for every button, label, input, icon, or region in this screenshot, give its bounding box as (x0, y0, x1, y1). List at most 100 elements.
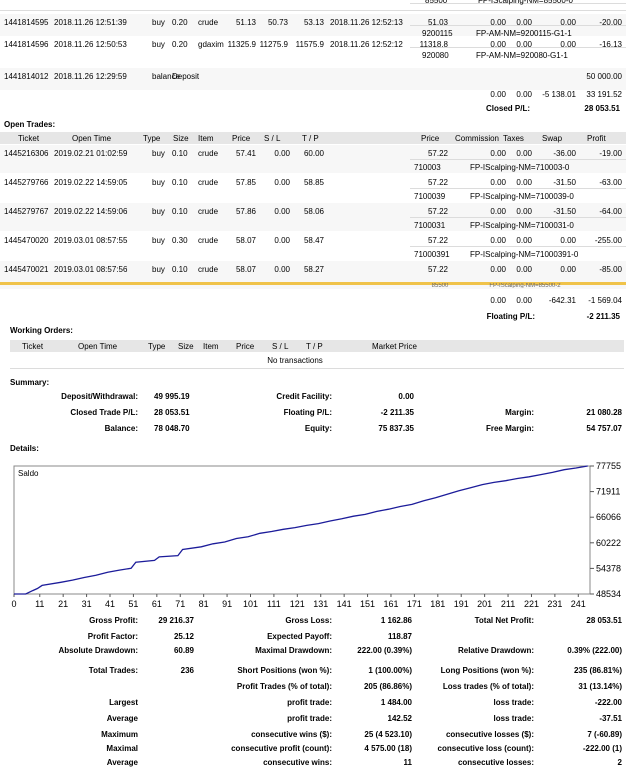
row-size: 0.10 (172, 178, 188, 187)
closed-pl-value: 28 053.51 (584, 104, 620, 113)
table-row: 1445279767 2019.02.22 14:59:06 buy 0.10 crud… (0, 203, 626, 231)
plot-area (13, 465, 591, 595)
stat-largest-profit-label: profit trade: (287, 698, 332, 707)
wo-col-tp: T / P (306, 342, 323, 351)
row-comment2: FP-AM-NM=920080-G1-1 (476, 51, 568, 60)
stat-cons-profit-label: consecutive profit (count): (231, 744, 332, 753)
row-ticket: 1441814012 (4, 72, 49, 81)
stat-largest-loss-label: loss trade: (493, 698, 534, 707)
row-item: crude (198, 178, 219, 187)
summary-title: Summary: (10, 378, 50, 387)
x-tick-label: 231 (547, 599, 562, 608)
wo-col-market: Market Price (372, 342, 417, 351)
y-tick-label: 60222 (596, 538, 621, 548)
summary-closed-label: Closed Trade P/L: (70, 408, 138, 417)
row-price: 57.86 (235, 207, 256, 216)
stat-average2: Average (106, 758, 138, 767)
stat-cons-losses-label: consecutive losses ($): (445, 730, 534, 739)
row-comment-line (410, 36, 626, 48)
stat-cons-profit: 4 575.00 (18) (364, 744, 412, 753)
stat-avg-loss: -37.51 (599, 714, 622, 723)
balance-chart: 48534 54378 60222 66066 71911 77755 0 11 21 31 41 5… (11, 461, 621, 608)
stat-profit-factor-label: Profit Factor: (87, 632, 138, 641)
row-comment: 7100031 (414, 221, 446, 230)
row-type: buy (152, 178, 165, 187)
stat-abs-dd: 60.89 (173, 646, 194, 655)
no-transactions: No transactions (267, 356, 323, 365)
table-row: 85500 FP-IScalping-NM=85500-0 (0, 0, 626, 14)
row-swap: 0.00 (560, 18, 576, 27)
stat-maximal: Maximal (106, 744, 138, 753)
row-comment2: FP-IScalping-NM=85500-0 (478, 0, 573, 5)
row-size: 0.10 (172, 149, 188, 158)
y-tick-label: 77755 (596, 461, 621, 471)
stat-total-net: 28 053.51 (586, 616, 622, 625)
row-size: 0.10 (172, 265, 188, 274)
summary-free_margin-value: 54 757.07 (586, 424, 622, 433)
row-sl: 50.73 (267, 18, 288, 27)
row-item: crude (198, 149, 219, 158)
row-comment2: FP-IScalping-NM=7100039-0 (470, 192, 574, 201)
row-commission: 0.00 (490, 236, 506, 245)
row-swap: -31.50 (553, 178, 576, 187)
row-price2: 57.22 (427, 178, 448, 187)
row-tp: 58.27 (303, 265, 324, 274)
x-tick-label: 61 (152, 599, 162, 608)
open-total-taxes: 0.00 (516, 296, 532, 305)
x-tick-label: 221 (524, 599, 539, 608)
row-size: 0.20 (172, 40, 188, 49)
row-swap: -31.50 (553, 207, 576, 216)
row-comment: 85500 (425, 0, 448, 5)
stat-expected: 118.87 (387, 632, 412, 641)
table-row: 1445279766 2019.02.22 14:59:05 buy 0.10 crud… (0, 174, 626, 202)
summary-floating-value: -2 211.35 (380, 408, 414, 417)
row-type: buy (152, 40, 165, 49)
row-open-time: 2019.02.21 01:02:59 (54, 149, 128, 158)
stat-avg-cons-losses: 2 (617, 758, 622, 767)
stat-expected-label: Expected Payoff: (267, 632, 332, 641)
closed-pl-label: Closed P/L: (485, 104, 530, 113)
stat-profit-trades: 205 (86.86%) (363, 682, 412, 691)
stat-cons-wins-label: consecutive wins ($): (251, 730, 332, 739)
open-trades-title: Open Trades: (4, 120, 56, 129)
col-commission: Commission (455, 134, 500, 143)
col-taxes: Taxes (503, 134, 524, 143)
wo-col-ticket: Ticket (22, 342, 44, 351)
stat-avg-profit: 142.52 (387, 714, 412, 723)
row-commission: 0.00 (490, 40, 506, 49)
x-tick-label: 71 (175, 599, 185, 608)
row-item: crude (198, 265, 219, 274)
row-comment2: FP-AM-NM=9200115-G1-1 (476, 29, 572, 38)
row-price2: 57.22 (427, 207, 448, 216)
x-tick-label: 121 (290, 599, 305, 608)
stat-total-trades: 236 (180, 666, 194, 675)
x-tick-label: 31 (82, 599, 92, 608)
wo-col-sl: S / L (272, 342, 289, 351)
row-sl: 0.00 (274, 178, 290, 187)
stat-loss-trades-label: Loss trades (% of total): (442, 682, 534, 691)
row-ticket: 1445279766 (4, 178, 49, 187)
row-ticket: 1441814596 (4, 40, 49, 49)
col-price: Price (232, 134, 251, 143)
row-tp: 58.85 (303, 178, 324, 187)
partial-comment: 85500 (431, 283, 449, 288)
row-open-time: 2019.02.22 14:59:06 (54, 207, 128, 216)
summary-free_margin-label: Free Margin: (485, 424, 534, 433)
stat-avg-loss-label: loss trade: (493, 714, 534, 723)
row-comment2: FP-IScalping-NM=71000391-0 (470, 250, 579, 259)
row-commission: 0.00 (490, 178, 506, 187)
row-swap: 0.00 (560, 236, 576, 245)
y-tick-label: 48534 (596, 589, 621, 599)
summary-equity-value: 75 837.35 (378, 424, 414, 433)
row-close-time: 2018.11.26 12:52:12 (330, 40, 403, 49)
stat-rel-dd: 0.39% (222.00) (567, 646, 622, 655)
row-profit: -85.00 (599, 265, 622, 274)
summary-credit-label: Credit Facility: (276, 392, 332, 401)
row-tp: 60.00 (303, 149, 324, 158)
row-tp: 58.06 (303, 207, 324, 216)
row-comment: 920080 (422, 51, 449, 60)
row-close-time: 2018.11.26 12:52:13 (330, 18, 403, 27)
row-close-price: 51.03 (427, 18, 448, 27)
col-sl: S / L (264, 134, 281, 143)
row-open-time: 2019.03.01 08:57:56 (54, 265, 128, 274)
